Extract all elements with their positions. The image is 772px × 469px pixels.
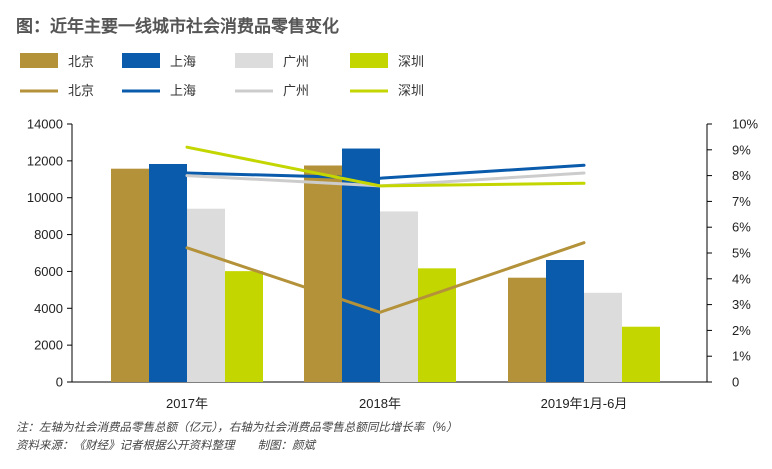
- x-tick-label: 2019年1月-6月: [541, 396, 628, 411]
- legend-swatch-bar-2: [122, 53, 160, 68]
- legend-swatch-bar-3: [235, 53, 273, 68]
- footnote-1: 注：左轴为社会消费品零售总额（亿元），右轴为社会消费品零售总额同比增长率（%）: [16, 421, 457, 434]
- lines: [185, 145, 586, 314]
- bar-北京-2: [508, 277, 546, 382]
- y-left-tick-label: 14000: [27, 117, 63, 132]
- footnote-2: 资料来源：《财经》记者根据公开资料整理 制图：颜斌: [16, 439, 316, 452]
- legend-label-line-3: 广州: [283, 83, 309, 98]
- y-right-tick-label: 6%: [732, 220, 751, 235]
- line-北京: [185, 241, 586, 314]
- bar-北京-1: [304, 165, 342, 382]
- y-right-tick-label: 9%: [732, 142, 751, 157]
- bar-广州-0: [187, 208, 225, 382]
- y-right-tick-label: 3%: [732, 297, 751, 312]
- bar-深圳-2: [622, 326, 660, 382]
- bar-深圳-1: [418, 268, 456, 382]
- y-right-tick-label: 7%: [732, 194, 751, 209]
- legend-label-bar-3: 广州: [283, 54, 309, 69]
- y-left-tick-label: 8000: [34, 227, 63, 242]
- y-left-tick-label: 2000: [34, 338, 63, 353]
- y-right-tick-label: 8%: [732, 168, 751, 183]
- legend-label-bar-4: 深圳: [398, 54, 424, 69]
- y-left-tick-label: 6000: [34, 264, 63, 279]
- legend-swatch-bar-1: [20, 53, 58, 68]
- y-left-tick-label: 10000: [27, 190, 63, 205]
- y-right-tick-label: 0: [732, 375, 739, 390]
- bars: [111, 148, 660, 382]
- legend-label-line-1: 北京: [68, 83, 94, 98]
- x-tick-label: 2018年: [359, 396, 401, 411]
- line-上海: [185, 163, 586, 180]
- chart-title: 图：近年主要一线城市社会消费品零售变化: [16, 16, 339, 36]
- legend-label-bar-2: 上海: [170, 54, 196, 69]
- bar-广州-2: [584, 292, 622, 382]
- y-right-tick-label: 5%: [732, 246, 751, 261]
- axes: 0 2000 4000 6000 8000 10000 12000 14000 0 1% 2% 3% 4…: [27, 117, 759, 412]
- legend-label-line-4: 深圳: [398, 83, 424, 98]
- legend-label-line-2: 上海: [170, 83, 196, 98]
- y-left-tick-label: 0: [56, 375, 63, 390]
- y-right-tick-label: 2%: [732, 323, 751, 338]
- legend-swatch-bar-4: [350, 53, 388, 68]
- bar-上海-1: [342, 148, 380, 382]
- x-tick-label: 2017年: [166, 396, 208, 411]
- y-right-tick-label: 1%: [732, 349, 751, 364]
- bar-深圳-0: [225, 271, 263, 382]
- y-left-tick-label: 4000: [34, 301, 63, 316]
- y-right-tick-label: 4%: [732, 271, 751, 286]
- line-深圳: [185, 145, 586, 188]
- bar-广州-1: [380, 211, 418, 382]
- bar-上海-0: [149, 163, 187, 382]
- bar-上海-2: [546, 260, 584, 382]
- y-left-tick-label: 12000: [27, 153, 63, 168]
- y-right-tick-label: 10%: [732, 117, 758, 132]
- legend-label-bar-1: 北京: [68, 54, 94, 69]
- bar-北京-0: [111, 168, 149, 382]
